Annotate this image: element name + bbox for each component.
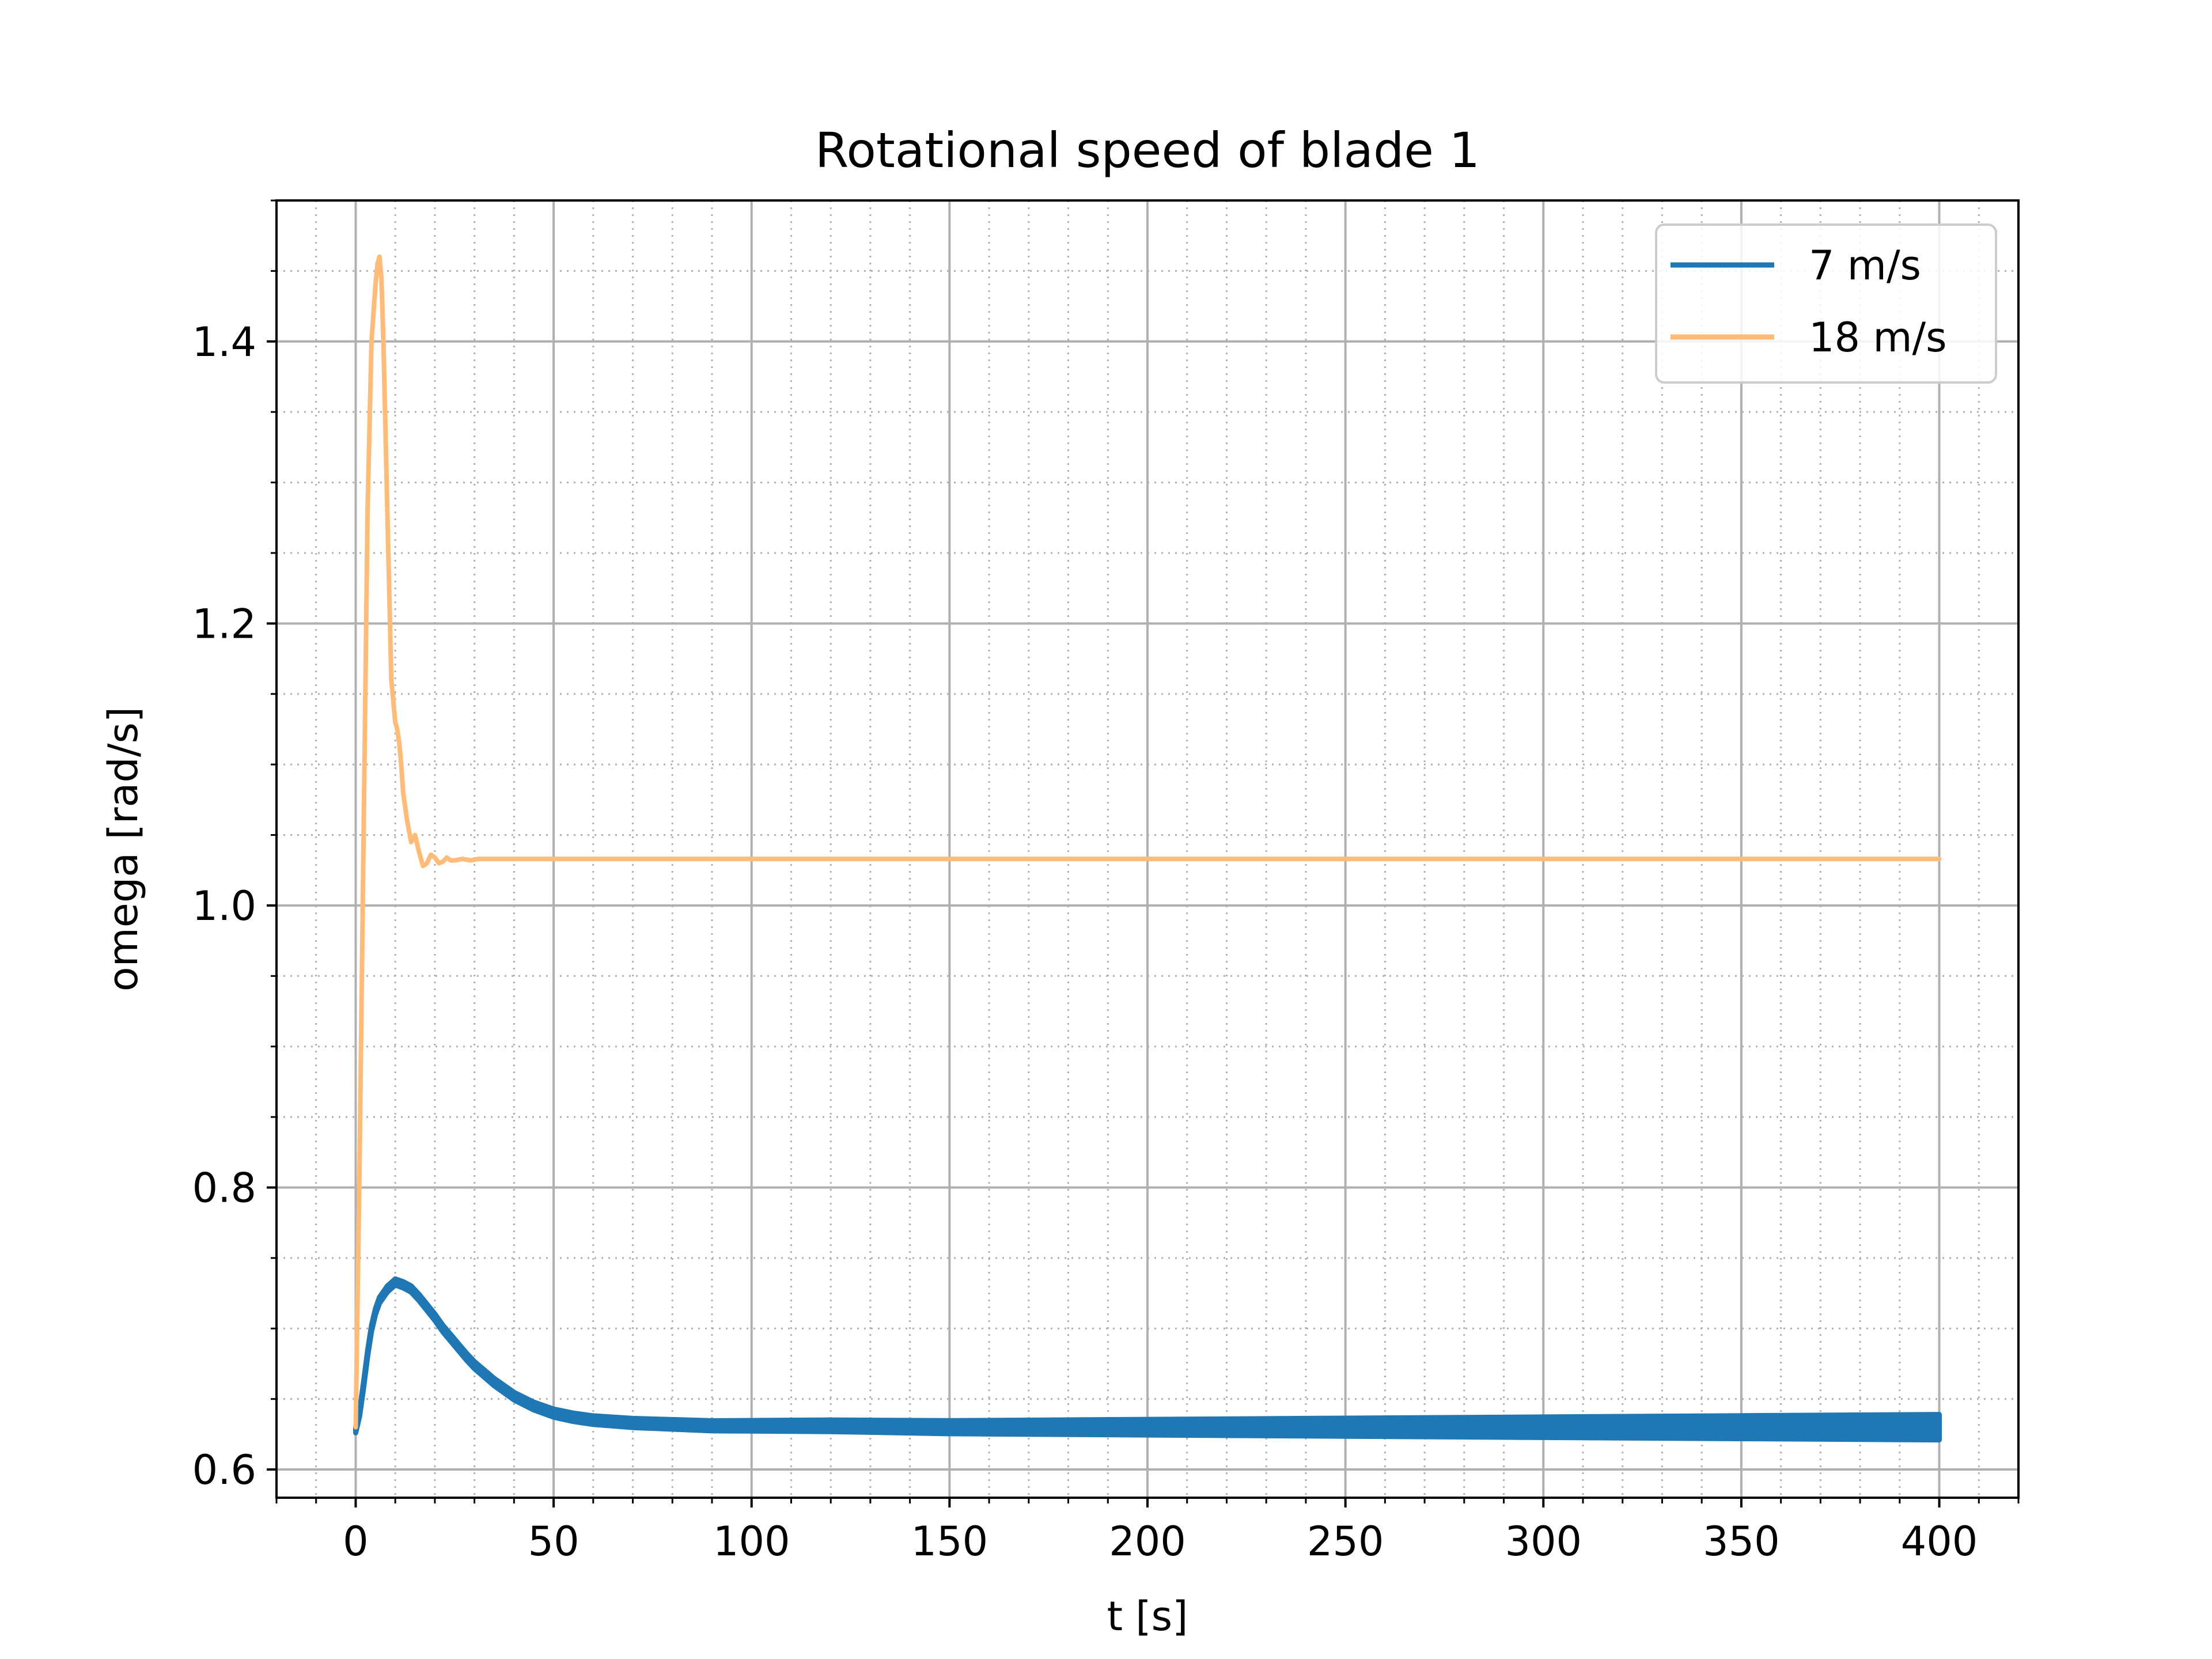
x-tick-label: 200 (1109, 1518, 1186, 1565)
y-tick-label: 1.4 (192, 319, 256, 366)
y-tick-label: 1.2 (192, 600, 256, 647)
axis-ticks: 0 50 100 150 200 250 300 350 400 0.6 0.8 1.0 1.2 1.4 (192, 199, 2020, 1565)
major-grid (276, 200, 2018, 1498)
series-layer (353, 254, 1942, 1443)
x-tick-label: 300 (1505, 1518, 1582, 1565)
legend-label-7ms: 7 m/s (1809, 242, 1921, 289)
series-18ms-line (353, 254, 1942, 1430)
series-7ms-band (353, 1276, 1942, 1443)
y-tick-label: 0.6 (192, 1446, 256, 1494)
x-tick-label: 350 (1703, 1518, 1780, 1565)
y-tick-label: 1.0 (192, 882, 256, 930)
x-tick-label: 0 (343, 1518, 369, 1565)
y-axis-label: omega [rad/s] (100, 707, 147, 991)
x-axis-label: t [s] (1107, 1593, 1188, 1640)
y-tick-label: 0.8 (192, 1164, 256, 1211)
chart-title: Rotational speed of blade 1 (815, 122, 1480, 179)
x-tick-label: 250 (1307, 1518, 1384, 1565)
x-tick-label: 100 (713, 1518, 790, 1565)
legend-label-18ms: 18 m/s (1809, 314, 1947, 361)
x-tick-label: 400 (1901, 1518, 1978, 1565)
x-tick-label: 150 (911, 1518, 988, 1565)
x-tick-label: 50 (528, 1518, 579, 1565)
legend: 7 m/s 18 m/s (1655, 224, 1997, 384)
